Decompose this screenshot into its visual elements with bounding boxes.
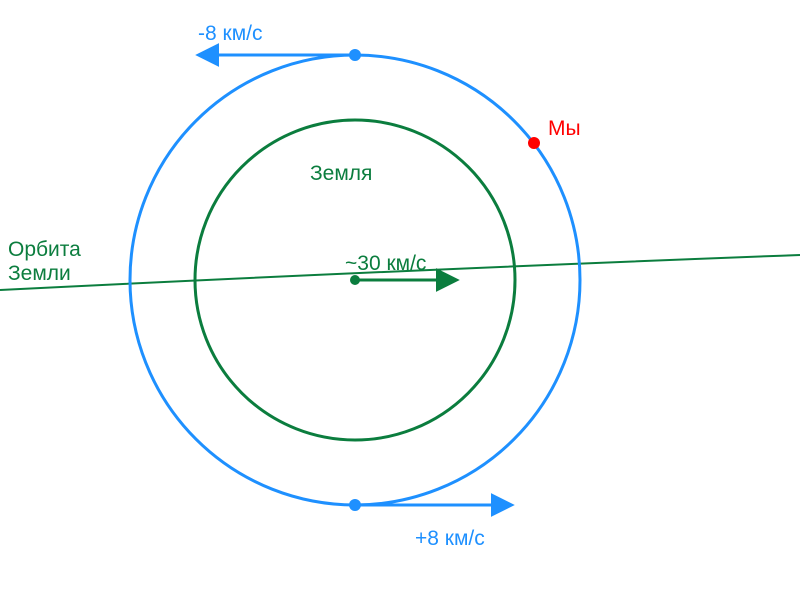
top-satellite-dot	[349, 49, 361, 61]
bottom-satellite-dot	[349, 499, 361, 511]
earth-orbit-label-line2: Земли	[8, 262, 71, 285]
earth-orbit-label-line1: Орбита	[8, 238, 81, 261]
earth-velocity-label: ~30 км/с	[345, 252, 426, 275]
top-velocity-label: -8 км/с	[198, 22, 262, 45]
we-point-dot	[528, 137, 540, 149]
orbit-diagram: Земля ~30 км/с Орбита Земли Мы -8 км/с +…	[0, 0, 800, 600]
bottom-velocity-label: +8 км/с	[415, 527, 485, 550]
we-label: Мы	[548, 117, 581, 140]
earth-label: Земля	[310, 162, 372, 185]
